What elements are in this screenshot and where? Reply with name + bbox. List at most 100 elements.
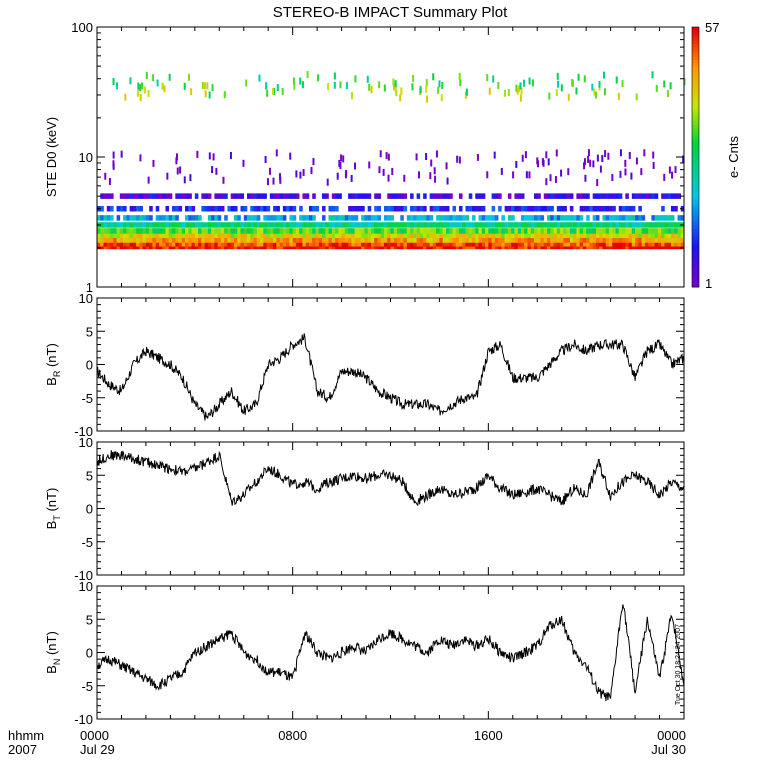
heatmap-cell [335,237,339,243]
heatmap-cell [233,228,238,234]
heatmap-cell [97,237,101,243]
heatmap-cell [106,237,111,243]
heatmap-cell [654,241,659,247]
heatmap-cell [211,205,215,212]
heatmap-cell [560,237,564,243]
heatmap-cell [188,237,192,243]
heatmap-cell [318,232,323,239]
heatmap-cell [149,205,153,212]
heatmap-cell [207,205,212,212]
y-axis-label: BR (nT) [44,343,62,386]
heatmap-cell [488,232,492,239]
heatmap-cell [596,154,599,162]
heatmap-cell [458,72,461,80]
heatmap-cell [367,193,372,199]
heatmap-cell [445,205,450,212]
heatmap-cell [579,228,584,234]
heatmap-cell [176,167,179,175]
heatmap-cell [240,193,245,199]
heatmap-cell [145,237,150,243]
heatmap-cell [520,193,525,199]
heatmap-cell [149,237,153,243]
colorbar-segment [692,257,699,262]
y-tick-label: 5 [86,468,93,483]
heatmap-cell [366,75,369,83]
heatmap-cell [237,193,241,199]
heatmap-cell [357,222,362,228]
heatmap-cell [282,215,287,221]
heatmap-cell [348,228,352,234]
heatmap-cell [475,228,479,234]
series-line [96,450,685,507]
heatmap-cell [618,205,623,212]
heatmap-cell [227,241,232,247]
heatmap-cell [286,228,290,234]
heatmap-cell [485,237,489,243]
heatmap-cell [537,241,541,247]
heatmap-cell [266,232,271,239]
heatmap-cell [563,222,567,228]
heatmap-cell [302,228,307,234]
heatmap-cell [476,153,479,161]
heatmap-cell [674,205,678,212]
heatmap-cell [628,237,633,243]
heatmap-cell [607,152,610,160]
heatmap-cell [247,232,251,239]
panel-frame [96,585,685,720]
heatmap-cell [185,232,189,239]
heatmap-cell [351,222,355,228]
heatmap-cell [648,222,652,228]
heatmap-cell [132,205,137,212]
heatmap-cell [306,70,309,78]
heatmap-cell [458,241,463,247]
heatmap-cell [651,237,655,243]
heatmap-cell [387,232,391,239]
heatmap-cell [618,215,623,221]
heatmap-cell [667,222,672,228]
heatmap-cell [308,205,313,212]
heatmap-cell [533,237,538,243]
heatmap-cell [132,241,137,247]
colorbar-frame [691,26,700,288]
heatmap-cell [185,222,189,228]
heatmap-cell [250,237,254,243]
heatmap-cell [638,232,642,239]
heatmap-cell [651,228,655,234]
heatmap-cell [411,83,414,91]
heatmap-cell [641,228,646,234]
heatmap-cell [273,232,277,239]
heatmap-cell [442,237,447,243]
heatmap-cell [139,154,142,162]
colorbar-segment [692,124,699,129]
heatmap-cell [233,193,238,199]
heatmap-cell [608,228,613,234]
heatmap-cell [569,241,574,247]
y-tick-label: 1 [86,280,93,295]
heatmap-cell [357,232,362,239]
heatmap-cell [392,78,395,86]
heatmap-cell [504,232,509,239]
heatmap-cell [661,232,665,239]
heatmap-cell [178,228,183,234]
heatmap-cell [240,241,245,247]
heatmap-cell [465,205,470,212]
heatmap-cell [666,90,669,98]
heatmap-cell [322,215,326,221]
heatmap-cell [413,205,417,212]
heatmap-cell [491,237,496,243]
heatmap-cell [338,228,342,234]
heatmap-cell [468,228,473,234]
heatmap-cell [472,241,476,247]
heatmap-cell [282,228,287,234]
heatmap-cell [537,193,541,199]
heatmap-cell [295,237,300,243]
heatmap-cell [595,228,600,234]
heatmap-cell [132,222,137,228]
heatmap-cell [387,241,391,247]
heatmap-cell [263,215,267,221]
heatmap-cell [491,228,496,234]
heatmap-cell [377,241,382,247]
heatmap-cell [442,215,447,221]
colorbar-segment [692,69,699,73]
